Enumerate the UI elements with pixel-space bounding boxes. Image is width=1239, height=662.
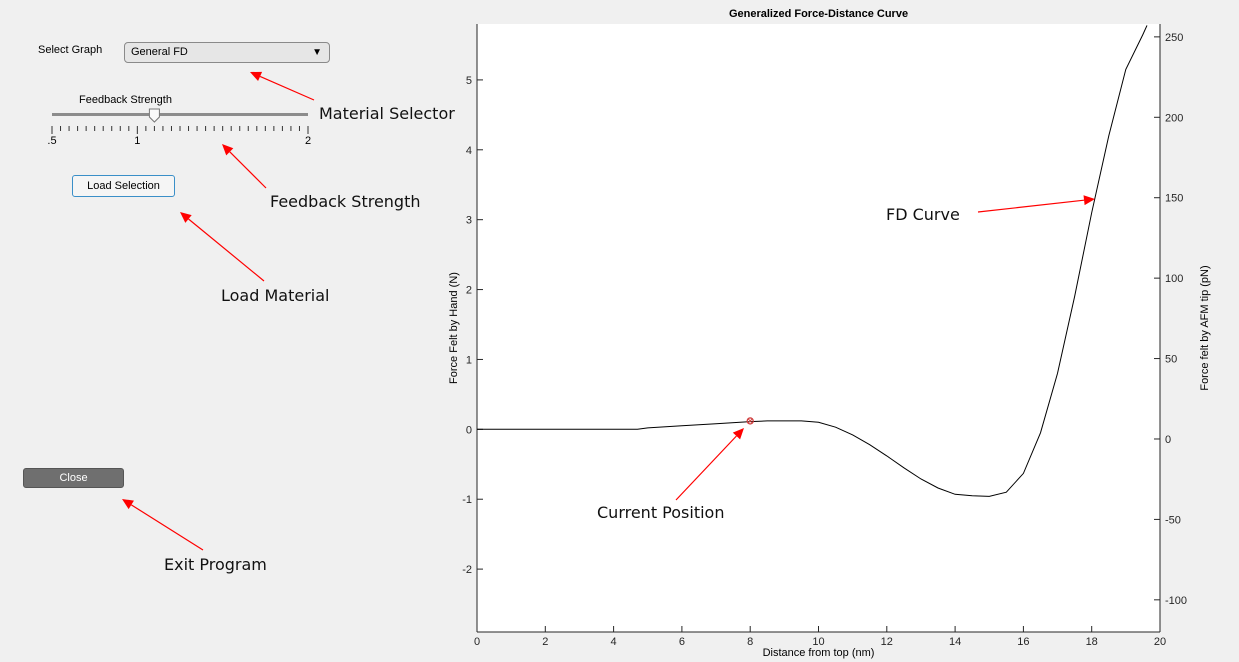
select-graph-label: Select Graph [38, 44, 103, 56]
plot-area [477, 24, 1160, 632]
x-tick-label: 14 [949, 636, 961, 648]
y2-axis-label: Force felt by AFM tip (pN) [1199, 265, 1211, 390]
load-selection-button[interactable]: Load Selection [72, 175, 175, 197]
chart-axes: 0 2 4 6 8 10 12 14 16 18 20-2-1012345-100-50050100… [462, 24, 1187, 648]
y-tick-label: -2 [462, 564, 472, 576]
y-tick-label: 3 [466, 215, 472, 227]
annotation-current-position: Current Position [597, 503, 725, 522]
slider-track [52, 113, 308, 116]
y-tick-label: 5 [466, 75, 472, 87]
fd-curve-line [477, 25, 1148, 497]
annotation-fd-curve: FD Curve [886, 205, 960, 224]
x-tick-label: 10 [812, 636, 824, 648]
slider-thumb[interactable] [148, 108, 160, 123]
chevron-down-icon: ▼ [312, 47, 322, 58]
current-position-marker [746, 417, 754, 425]
y2-tick-label: -100 [1165, 595, 1187, 607]
x-tick-label: 6 [679, 636, 685, 648]
current-position-dot [746, 417, 754, 425]
annotation-load-material: Load Material [221, 286, 330, 305]
feedback-strength-slider[interactable]: .5 1 2 [48, 104, 312, 146]
y2-tick-label: 150 [1165, 193, 1183, 205]
slider-tick-label-mid: 1 [134, 135, 140, 146]
y-tick-label: 0 [466, 424, 472, 436]
graph-select-value: General FD [131, 46, 188, 58]
slider-tick-label-max: 2 [305, 135, 311, 146]
x-tick-label: 8 [747, 636, 753, 648]
x-tick-label: 20 [1154, 636, 1166, 648]
slider-ticks [51, 126, 309, 134]
annotation-exit-program: Exit Program [164, 555, 267, 574]
x-tick-label: 4 [611, 636, 617, 648]
y2-tick-label: -50 [1165, 514, 1181, 526]
y-tick-label: 1 [466, 354, 472, 366]
x-tick-label: 16 [1017, 636, 1029, 648]
slider-tick-label-min: .5 [48, 135, 57, 146]
x-tick-label: 18 [1086, 636, 1098, 648]
y-tick-label: 4 [466, 145, 472, 157]
feedback-strength-label: Feedback Strength [79, 94, 172, 106]
close-button[interactable]: Close [23, 468, 124, 488]
x-tick-label: 12 [881, 636, 893, 648]
x-tick-label: 2 [542, 636, 548, 648]
y2-tick-label: 50 [1165, 354, 1177, 366]
x-axis-label: Distance from top (nm) [763, 647, 875, 659]
graph-select-dropdown[interactable]: General FD ▼ [124, 42, 330, 63]
y-tick-label: -1 [462, 494, 472, 506]
annotation-material-selector: Material Selector [319, 104, 455, 123]
y-axis-label: Force Felt by Hand (N) [448, 272, 460, 384]
y2-tick-label: 200 [1165, 112, 1183, 124]
y-tick-label: 2 [466, 285, 472, 297]
annotation-feedback-strength: Feedback Strength [270, 192, 421, 211]
y2-tick-label: 250 [1165, 32, 1183, 44]
y2-tick-label: 0 [1165, 434, 1171, 446]
x-tick-label: 0 [474, 636, 480, 648]
current-position-cross [747, 418, 754, 424]
chart-title: Generalized Force-Distance Curve [728, 8, 909, 20]
y2-tick-label: 100 [1165, 273, 1183, 285]
